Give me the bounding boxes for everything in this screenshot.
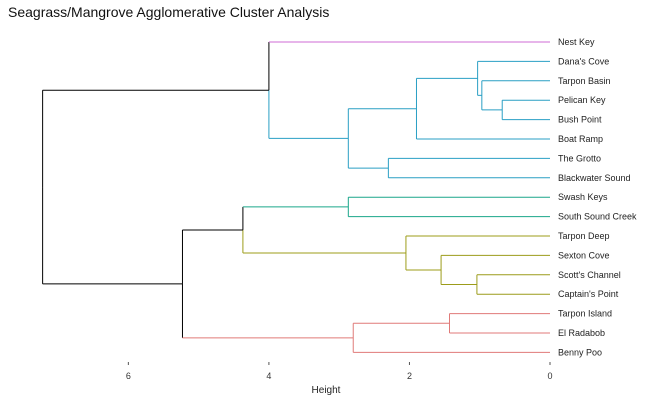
leaf-label: Sexton Cove (558, 250, 610, 260)
x-tick-label: 4 (266, 371, 271, 381)
leaf-label: Tarpon Deep (558, 231, 610, 241)
leaf-label: Boat Ramp (558, 134, 603, 144)
leaf-label: El Radabob (558, 328, 605, 338)
x-axis-title: Height (312, 385, 341, 396)
leaf-label: Captain's Point (558, 289, 619, 299)
leaf-label: Tarpon Basin (558, 76, 611, 86)
x-axis: 6 4 2 0 (126, 362, 553, 381)
dendrogram-links (42, 41, 550, 353)
leaf-label: Tarpon Island (558, 309, 612, 319)
chart-title: Seagrass/Mangrove Agglomerative Cluster … (8, 4, 330, 20)
leaf-label: Pelican Key (558, 95, 606, 105)
leaf-labels: Nest Key Dana's Cove Tarpon Basin Pelican K… (558, 37, 637, 357)
leaf-label: Nest Key (558, 37, 595, 47)
leaf-label: Scott's Channel (558, 270, 621, 280)
leaf-label: South Sound Creek (558, 212, 637, 222)
leaf-label: Blackwater Sound (558, 173, 631, 183)
x-tick-label: 6 (126, 371, 131, 381)
leaf-label: Dana's Cove (558, 56, 609, 66)
leaf-label: Swash Keys (558, 192, 608, 202)
leaf-label: Bush Point (558, 115, 602, 125)
leaf-label: The Grotto (558, 153, 601, 163)
x-tick-label: 2 (407, 371, 412, 381)
x-tick-label: 0 (547, 371, 552, 381)
leaf-label: Benny Poo (558, 347, 602, 357)
